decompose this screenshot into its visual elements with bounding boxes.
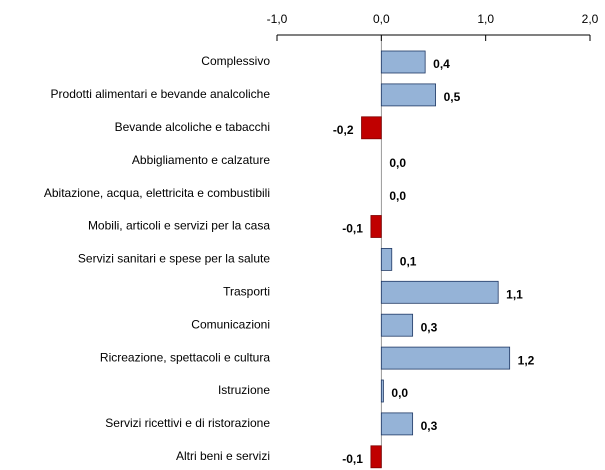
category-label: Ricreazione, spettacoli e cultura [100, 350, 270, 364]
x-tick-label: 1,0 [477, 12, 494, 26]
x-tick-label: 2,0 [582, 12, 599, 26]
category-label: Prodotti alimentari e bevande analcolich… [51, 87, 271, 101]
bar [380, 247, 393, 271]
value-label: 1,1 [506, 287, 523, 301]
value-label: 0,1 [400, 255, 417, 269]
category-label: Bevande alcoliche e tabacchi [115, 120, 270, 134]
value-label: -0,1 [342, 452, 363, 466]
bar [370, 445, 382, 469]
category-label: Trasporti [223, 284, 270, 298]
bar [380, 83, 436, 107]
category-label: Servizi sanitari e spese per la salute [78, 252, 270, 266]
bar [380, 412, 414, 436]
value-label: -0,1 [342, 222, 363, 236]
category-label: Istruzione [218, 383, 270, 397]
category-label: Abitazione, acqua, elettricita e combust… [44, 186, 270, 200]
category-label: Comunicazioni [191, 317, 270, 331]
value-label: 0,0 [391, 386, 408, 400]
category-label: Servizi ricettivi e di ristorazione [105, 416, 270, 430]
bar [361, 116, 382, 140]
value-label: 0,3 [421, 419, 438, 433]
bar [380, 280, 499, 304]
category-label: Altri beni e servizi [176, 449, 270, 463]
value-label: 0,5 [444, 90, 461, 104]
category-label: Mobili, articoli e servizi per la casa [88, 219, 270, 233]
value-label: 0,0 [389, 156, 406, 170]
bar [380, 50, 426, 74]
x-tick-label: -1,0 [267, 12, 288, 26]
x-tick-label: 0,0 [373, 12, 390, 26]
value-label: 1,2 [518, 353, 535, 367]
category-label: Abbigliamento e calzature [132, 153, 270, 167]
value-label: 0,4 [433, 57, 450, 71]
bar [370, 215, 382, 238]
value-label: 0,3 [421, 320, 438, 334]
value-label: 0,0 [389, 189, 406, 203]
bar [380, 346, 511, 370]
category-label: Complessivo [201, 54, 270, 68]
value-label: -0,2 [333, 123, 354, 137]
bar [380, 313, 414, 337]
bar [380, 379, 384, 403]
